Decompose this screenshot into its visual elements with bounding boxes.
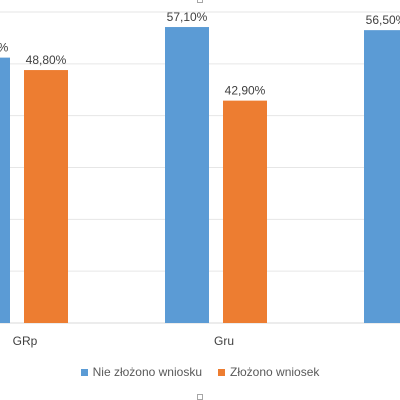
category-labels: GRp Gru <box>13 334 234 348</box>
category-label: Gru <box>214 334 234 348</box>
data-label: 57,10% <box>167 10 208 24</box>
data-label: 51,20% <box>0 41 9 55</box>
bar-nie-zlozono-gru[interactable] <box>165 27 209 323</box>
resize-handle-bottom[interactable] <box>197 394 203 400</box>
bar-zlozono-gru[interactable] <box>223 100 267 323</box>
bar-nie-zlozono-cat2[interactable] <box>364 30 400 324</box>
legend: Nie złożono wniosku Złożono wniosek <box>0 364 400 380</box>
legend-item-series-2: Złożono wniosek <box>218 365 319 379</box>
legend-swatch-series-1 <box>80 368 88 376</box>
legend-item-series-1: Nie złożono wniosku <box>80 365 202 379</box>
resize-handle-top[interactable] <box>197 0 203 3</box>
value-labels: 51,20% 48,80% 57,10% 42,90% 56,50% <box>0 10 400 98</box>
data-label: 56,50% <box>366 13 400 27</box>
data-label: 42,90% <box>225 84 266 98</box>
bar-zlozono-grp[interactable] <box>24 70 68 323</box>
data-label: 48,80% <box>26 53 67 67</box>
legend-label-series-1: Nie złożono wniosku <box>92 365 202 379</box>
legend-swatch-series-2 <box>218 368 225 376</box>
bars <box>0 27 400 324</box>
legend-label-series-2: Złożono wniosek <box>230 365 320 379</box>
bar-nie-zlozono-grp[interactable] <box>0 57 10 323</box>
category-label: GRp <box>13 334 38 348</box>
